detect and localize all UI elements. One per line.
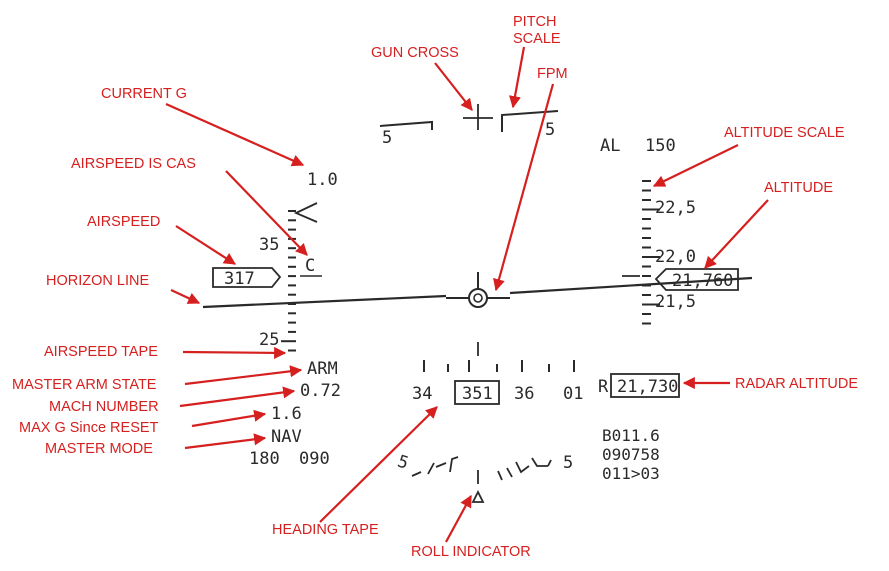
label-max-g: MAX G Since RESET xyxy=(19,420,159,436)
label-heading-tape: HEADING TAPE xyxy=(272,522,379,538)
al-value: 150 xyxy=(645,136,676,156)
arrow-mach-number xyxy=(179,386,296,408)
arrow-roll-indicator xyxy=(445,494,472,543)
label-radar-altitude: RADAR ALTITUDE xyxy=(735,376,858,392)
roll-indicator-triangle xyxy=(471,489,485,503)
label-master-arm-state: MASTER ARM STATE xyxy=(12,377,157,393)
radar-altitude-value: 21,730 xyxy=(617,377,678,397)
arrow-gun-cross xyxy=(434,62,473,111)
heading-value: 351 xyxy=(462,384,493,404)
altitude-tick-22-5: 22,5 xyxy=(655,198,696,218)
airspeed-value: 317 xyxy=(224,269,255,289)
label-fpm: FPM xyxy=(537,66,568,82)
waypoint-line-3: 011>03 xyxy=(602,464,660,483)
pitch-left-value: 5 xyxy=(382,128,392,148)
arrow-altitude-scale xyxy=(652,144,739,187)
master-mode: NAV xyxy=(271,427,302,447)
heading-tick-36: 36 xyxy=(514,384,534,404)
arrow-airspeed-is-cas xyxy=(225,170,308,256)
arrow-heading-tape xyxy=(319,406,438,523)
radar-altitude-box xyxy=(610,373,680,398)
heading-tick-34: 34 xyxy=(412,384,432,404)
label-pitch-scale-line-1: PITCH xyxy=(513,14,557,30)
radar-altitude-prefix: R xyxy=(598,377,609,397)
label-altitude-scale: ALTITUDE SCALE xyxy=(724,125,845,141)
waypoint-line-2: 090758 xyxy=(602,445,660,464)
airspeed-box xyxy=(212,267,282,288)
airspeed-tape: 35 25 C 317 xyxy=(212,202,322,352)
flight-path-marker xyxy=(446,272,510,308)
roll-scale: 5 5 xyxy=(395,452,573,503)
heading-tick-01: 01 xyxy=(563,384,583,404)
roll-left-digit: 5 xyxy=(395,452,411,474)
altitude-tape: 22,5 22,0 21,5 21,760 xyxy=(622,180,739,325)
pitch-right-value: 5 xyxy=(545,120,555,140)
steering-value-1: 180 xyxy=(249,449,280,469)
roll-right-digit: 5 xyxy=(563,453,573,473)
master-arm-state: ARM xyxy=(307,359,338,379)
label-airspeed-is-cas: AIRSPEED IS CAS xyxy=(71,156,196,172)
heading-tape: 34 351 36 01 xyxy=(412,342,583,405)
arrow-fpm xyxy=(493,83,555,292)
cas-indicator: C xyxy=(305,256,315,276)
max-g-value: 1.6 xyxy=(271,404,302,424)
label-horizon-line: HORIZON LINE xyxy=(46,273,149,289)
airspeed-tick-35: 35 xyxy=(259,235,279,255)
arrow-airspeed-tape xyxy=(182,346,287,359)
waypoint-line-1: B011.6 xyxy=(602,426,660,445)
label-airspeed-tape: AIRSPEED TAPE xyxy=(44,344,158,360)
current-g-value: 1.0 xyxy=(307,170,338,190)
gun-cross xyxy=(463,104,493,130)
label-altitude: ALTITUDE xyxy=(764,180,833,196)
label-airspeed: AIRSPEED xyxy=(87,214,160,230)
horizon-line xyxy=(202,276,753,309)
arrow-pitch-scale xyxy=(509,46,526,109)
al-label: AL xyxy=(600,136,620,156)
altitude-tick-22-0: 22,0 xyxy=(655,247,696,267)
label-master-mode: MASTER MODE xyxy=(45,441,153,457)
label-roll-indicator: ROLL INDICATOR xyxy=(411,544,531,560)
arrow-master-arm-state xyxy=(184,365,303,386)
label-current-g: CURRENT G xyxy=(101,86,187,102)
mach-number: 0.72 xyxy=(300,381,341,401)
arrow-current-g xyxy=(165,102,305,167)
arrow-airspeed xyxy=(175,225,237,265)
callouts: PITCH SCALE GUN CROSS FPM CURRENT G AIRS… xyxy=(12,14,858,560)
arrow-max-g xyxy=(191,409,267,428)
label-pitch-scale-line-2: SCALE xyxy=(513,31,561,47)
airspeed-tick-25: 25 xyxy=(259,330,279,350)
arrow-altitude xyxy=(704,199,769,269)
label-mach-number: MACH NUMBER xyxy=(49,399,159,415)
heading-box xyxy=(454,380,500,405)
label-gun-cross: GUN CROSS xyxy=(371,45,459,61)
pitch-ladder: 5 5 xyxy=(379,110,559,148)
arrow-master-mode xyxy=(184,433,267,450)
arrow-horizon-line xyxy=(170,289,201,304)
altitude-tick-21-5: 21,5 xyxy=(655,292,696,312)
steering-value-2: 090 xyxy=(299,449,330,469)
